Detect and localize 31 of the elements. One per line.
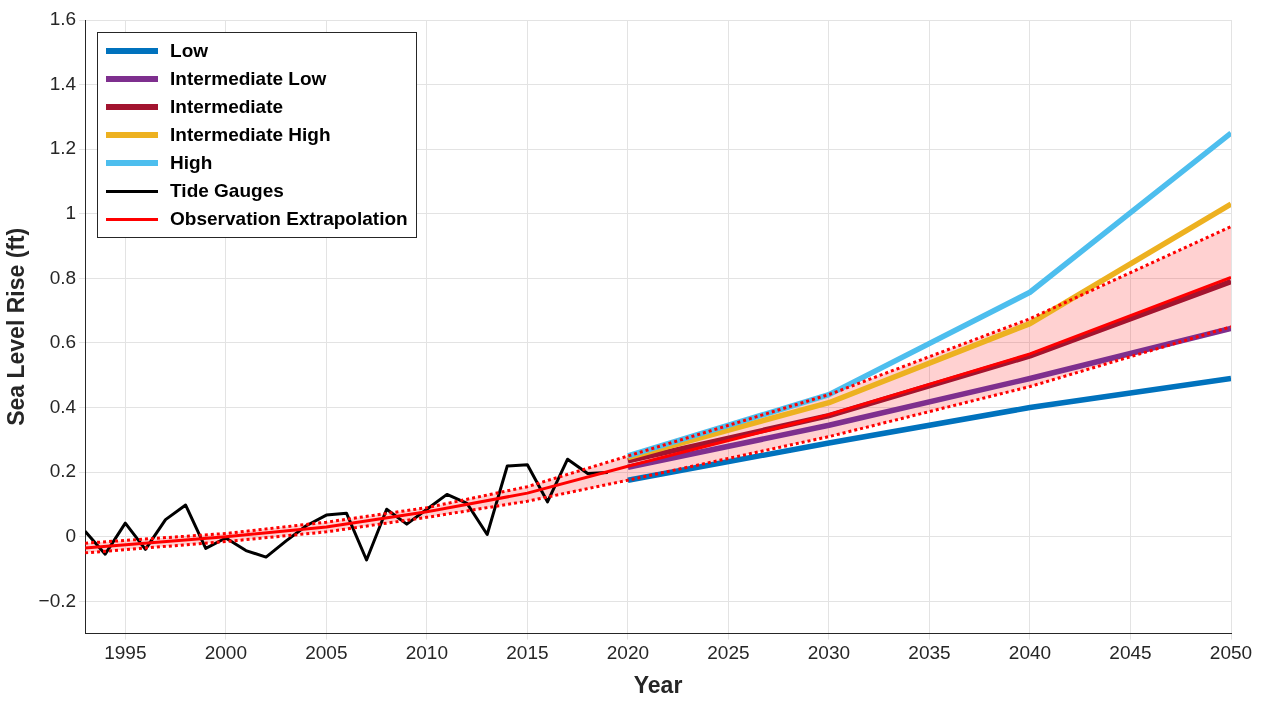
y-tick-label: 0.8 xyxy=(49,266,77,288)
x-tick-label: 2045 xyxy=(1109,642,1152,664)
y-tick-label: 0.6 xyxy=(49,331,77,353)
y-tick-label: 1.4 xyxy=(49,72,77,94)
x-tick-label: 2020 xyxy=(606,642,650,664)
x-axis-title: Year xyxy=(633,671,683,698)
y-tick-label: 0.4 xyxy=(49,395,77,417)
y-tick-label: 0.2 xyxy=(49,460,77,482)
y-axis-title: Sea Level Rise (ft) xyxy=(3,227,30,426)
legend-label: Intermediate High xyxy=(170,124,331,146)
y-tick-label: 0 xyxy=(65,524,77,546)
x-tick-label: 2005 xyxy=(305,642,348,664)
x-tick-label: 2015 xyxy=(506,642,549,664)
x-tick-label: 2000 xyxy=(204,642,247,664)
y-tick-label: 1.6 xyxy=(49,8,77,30)
x-tick-label: 2010 xyxy=(405,642,449,664)
y-tick-label: 1.2 xyxy=(49,137,77,159)
x-tick-label: 2035 xyxy=(908,642,951,664)
x-tick-label: 2030 xyxy=(807,642,851,664)
y-tick-label: 1 xyxy=(65,202,77,223)
x-tick-label: 1995 xyxy=(104,642,147,664)
legend-label: Intermediate Low xyxy=(170,68,327,90)
legend-label: Observation Extrapolation xyxy=(170,208,408,230)
legend-label: High xyxy=(170,152,213,174)
legend-label: Intermediate xyxy=(170,96,284,118)
x-tick-label: 2025 xyxy=(707,642,750,664)
y-tick-label: −0.2 xyxy=(38,589,77,611)
x-tick-label: 2040 xyxy=(1008,642,1052,664)
legend-label: Low xyxy=(170,40,209,62)
legend-label: Tide Gauges xyxy=(170,180,284,202)
x-tick-label: 2050 xyxy=(1209,642,1253,664)
